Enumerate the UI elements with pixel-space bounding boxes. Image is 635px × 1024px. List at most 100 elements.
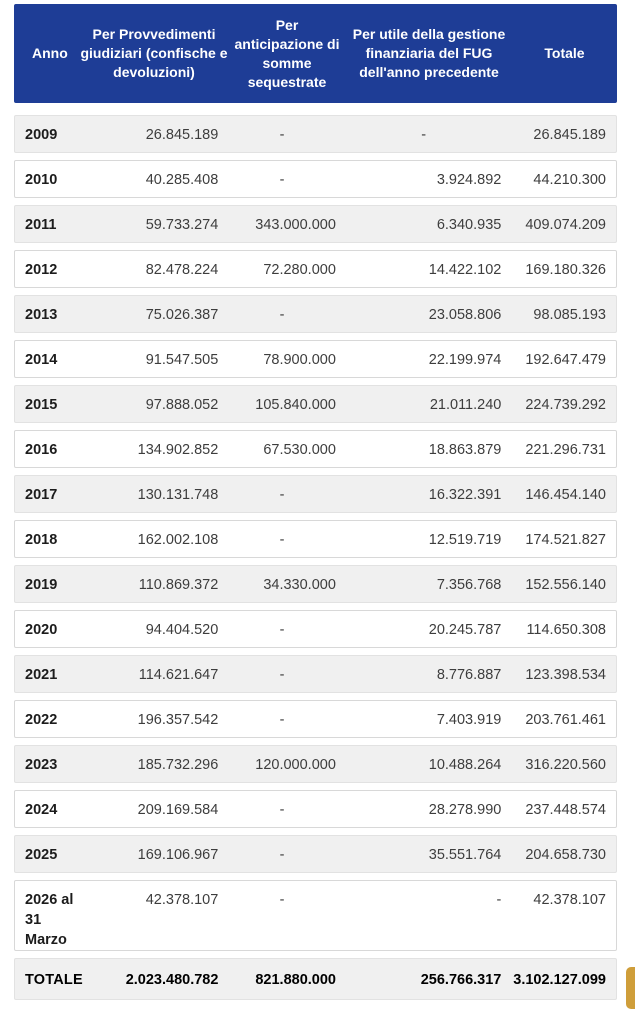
- table-body: 2009 26.845.189 - - 26.845.189 2010 40.285.408…: [14, 115, 617, 951]
- value-cell: -: [279, 172, 285, 188]
- value-cell: 10.488.264: [428, 757, 502, 773]
- value-cell: 169.106.967: [137, 847, 219, 863]
- value-cell: 343.000.000: [255, 217, 336, 233]
- year-cell: 2017: [25, 487, 58, 503]
- value-cell: 34.330.000: [263, 577, 336, 593]
- value-cell: 224.739.292: [525, 397, 606, 413]
- value-cell: 209.169.584: [137, 802, 219, 818]
- table-row: 2009 26.845.189 - - 26.845.189: [14, 115, 617, 153]
- table-row: 2022 196.357.542 - 7.403.919 203.761.461: [14, 700, 617, 738]
- value-cell: 26.845.189: [533, 127, 606, 143]
- value-cell: 114.650.308: [526, 622, 606, 638]
- value-cell: 134.902.852: [137, 442, 219, 458]
- column-header-anno: Anno: [32, 45, 68, 61]
- value-cell: -: [279, 487, 285, 503]
- value-cell: 7.403.919: [436, 712, 502, 728]
- table-row: 2012 82.478.224 72.280.000 14.422.102 169.18…: [14, 250, 617, 288]
- total-value-cell: 2.023.480.782: [125, 972, 219, 988]
- total-value-cell: 3.102.127.099: [513, 972, 606, 988]
- value-cell: 203.761.461: [525, 712, 606, 728]
- table-row: 2020 94.404.520 - 20.245.787 114.650.308: [14, 610, 617, 648]
- value-cell: 23.058.806: [428, 307, 502, 323]
- value-cell: -: [421, 127, 427, 143]
- column-header-provvedimenti: Per Provvedimenti giudiziari (confische …: [80, 26, 228, 80]
- table-row: 2016 134.902.852 67.530.000 18.863.879 221.2…: [14, 430, 617, 468]
- value-cell: 123.398.534: [525, 667, 606, 683]
- value-cell: 98.085.193: [533, 307, 606, 323]
- year-cell: 2022: [25, 712, 58, 728]
- value-cell: 28.278.990: [428, 802, 502, 818]
- value-cell: 3.924.892: [436, 172, 502, 188]
- value-cell: -: [279, 127, 285, 143]
- value-cell: 40.285.408: [145, 172, 219, 188]
- table-row: 2015 97.888.052 105.840.000 21.011.240 224.7…: [14, 385, 617, 423]
- value-cell: 152.556.140: [525, 577, 606, 593]
- value-cell: -: [279, 307, 285, 323]
- value-cell: 192.647.479: [525, 352, 606, 368]
- table-row: 2018 162.002.108 - 12.519.719 174.521.827: [14, 520, 617, 558]
- value-cell: 237.448.574: [525, 802, 606, 818]
- value-cell: -: [279, 667, 285, 683]
- value-cell: 67.530.000: [263, 442, 336, 458]
- value-cell: 42.378.107: [145, 892, 219, 908]
- value-cell: 14.422.102: [428, 262, 502, 278]
- year-cell: 2019: [25, 577, 58, 593]
- table-row: 2013 75.026.387 - 23.058.806 98.085.193: [14, 295, 617, 333]
- value-cell: -: [279, 532, 285, 548]
- year-cell: 2016: [25, 442, 58, 458]
- value-cell: 221.296.731: [525, 442, 606, 458]
- total-value-cell: 256.766.317: [420, 972, 502, 988]
- year-cell: 2013: [25, 307, 58, 323]
- value-cell: 316.220.560: [525, 757, 606, 773]
- year-cell: 2011: [25, 217, 57, 233]
- year-cell: 2024: [25, 802, 58, 818]
- total-value-cell: 821.880.000: [255, 972, 336, 988]
- year-cell: 2020: [25, 622, 58, 638]
- value-cell: 72.280.000: [263, 262, 336, 278]
- value-cell: 174.521.827: [525, 532, 606, 548]
- value-cell: 114.621.647: [138, 667, 219, 683]
- table-row: 2011 59.733.274 343.000.000 6.340.935 409.07…: [14, 205, 617, 243]
- table-row: 2017 130.131.748 - 16.322.391 146.454.140: [14, 475, 617, 513]
- column-header-totale: Totale: [544, 45, 585, 61]
- table-row: 2019 110.869.372 34.330.000 7.356.768 152.55…: [14, 565, 617, 603]
- value-cell: 162.002.108: [137, 532, 219, 548]
- value-cell: 120.000.000: [255, 757, 336, 773]
- fug-allocations-table: Anno Per Provvedimenti giudiziari (confis…: [14, 4, 617, 1000]
- value-cell: 82.478.224: [145, 262, 219, 278]
- value-cell: 75.026.387: [145, 307, 219, 323]
- value-cell: 105.840.000: [255, 397, 336, 413]
- table-header-row: Anno Per Provvedimenti giudiziari (confis…: [14, 4, 617, 103]
- value-cell: -: [279, 712, 285, 728]
- side-tab-button[interactable]: [626, 967, 635, 1009]
- total-row: TOTALE 2.023.480.782 821.880.000 256.766.31…: [14, 958, 617, 1000]
- table-row: 2021 114.621.647 - 8.776.887 123.398.534: [14, 655, 617, 693]
- value-cell: 204.658.730: [525, 847, 606, 863]
- value-cell: -: [279, 847, 285, 863]
- value-cell: 110.869.372: [138, 577, 219, 593]
- year-cell: 2010: [25, 172, 58, 188]
- value-cell: 20.245.787: [428, 622, 502, 638]
- value-cell: 42.378.107: [533, 892, 606, 908]
- value-cell: 130.131.748: [137, 487, 219, 503]
- table-row: 2014 91.547.505 78.900.000 22.199.974 192.64…: [14, 340, 617, 378]
- value-cell: 59.733.274: [145, 217, 219, 233]
- value-cell: 26.845.189: [145, 127, 219, 143]
- value-cell: -: [496, 892, 502, 908]
- value-cell: -: [279, 802, 285, 818]
- value-cell: 91.547.505: [145, 352, 219, 368]
- value-cell: 16.322.391: [428, 487, 502, 503]
- table-row: 2025 169.106.967 - 35.551.764 204.658.730: [14, 835, 617, 873]
- year-cell: 2012: [25, 262, 58, 278]
- value-cell: 6.340.935: [436, 217, 502, 233]
- value-cell: 7.356.768: [436, 577, 502, 593]
- year-cell: 2014: [25, 352, 58, 368]
- table-row: 2023 185.732.296 120.000.000 10.488.264 316.…: [14, 745, 617, 783]
- value-cell: 21.011.240: [429, 397, 502, 413]
- value-cell: 185.732.296: [137, 757, 219, 773]
- year-cell: 2018: [25, 532, 58, 548]
- year-cell: 2023: [25, 757, 58, 773]
- total-label-cell: TOTALE: [25, 972, 83, 988]
- value-cell: 78.900.000: [263, 352, 336, 368]
- value-cell: 196.357.542: [137, 712, 219, 728]
